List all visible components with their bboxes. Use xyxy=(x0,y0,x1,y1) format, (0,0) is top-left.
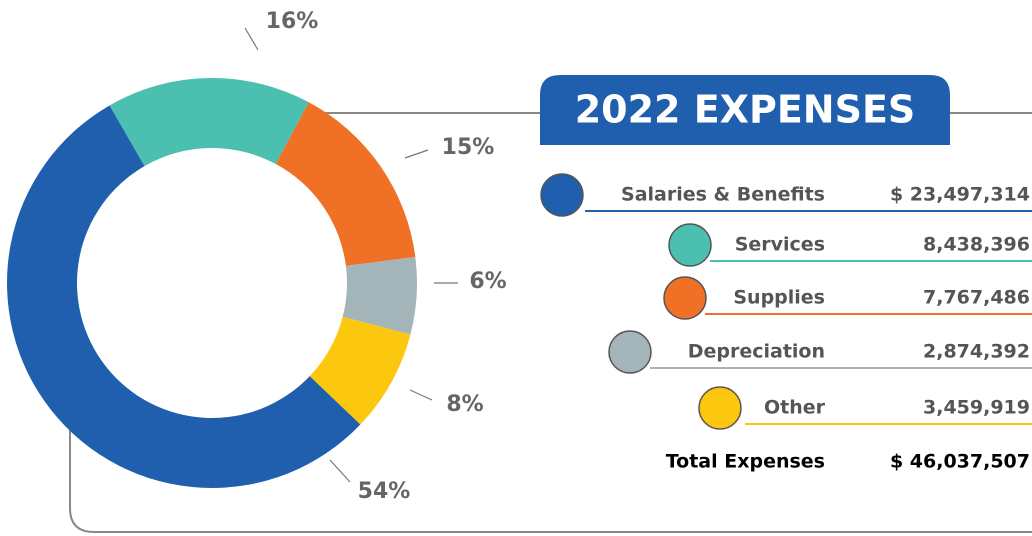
legend-amount: 3,459,919 xyxy=(923,397,1030,419)
total-value: $ 46,037,507 xyxy=(890,451,1030,473)
total-label: Total Expenses xyxy=(666,451,825,473)
legend-amount: $ 23,497,314 xyxy=(890,184,1030,206)
donut-segment xyxy=(275,102,416,266)
legend-label: Depreciation xyxy=(688,341,825,363)
percent-label: 6% xyxy=(469,269,506,294)
legend-label: Services xyxy=(735,234,825,256)
legend-swatch xyxy=(668,223,712,267)
legend-amount: 8,438,396 xyxy=(923,234,1030,256)
donut-segment xyxy=(109,78,309,167)
frame-line xyxy=(69,420,1032,533)
legend-label: Other xyxy=(764,397,826,419)
legend-label: Salaries & Benefits xyxy=(621,184,825,206)
legend-amount: 2,874,392 xyxy=(923,341,1030,363)
percent-label: 54% xyxy=(358,479,411,504)
donut-segment xyxy=(342,257,418,335)
legend-swatch xyxy=(663,276,707,320)
leader-line xyxy=(409,389,433,401)
legend-label: Supplies xyxy=(733,287,825,309)
legend-swatch xyxy=(608,330,652,374)
donut-segment xyxy=(6,105,361,489)
legend-swatch xyxy=(540,173,584,217)
percent-label: 8% xyxy=(446,392,483,417)
leader-line xyxy=(404,149,429,159)
legend-swatch xyxy=(698,386,742,430)
leader-line xyxy=(244,27,259,51)
chart-title: 2022 EXPENSES xyxy=(575,88,916,132)
donut-segment xyxy=(309,316,411,425)
leader-line xyxy=(329,459,351,483)
legend-amount: 7,767,486 xyxy=(923,287,1030,309)
title-box xyxy=(540,75,950,145)
percent-label: 16% xyxy=(266,9,319,34)
percent-label: 15% xyxy=(442,135,495,160)
